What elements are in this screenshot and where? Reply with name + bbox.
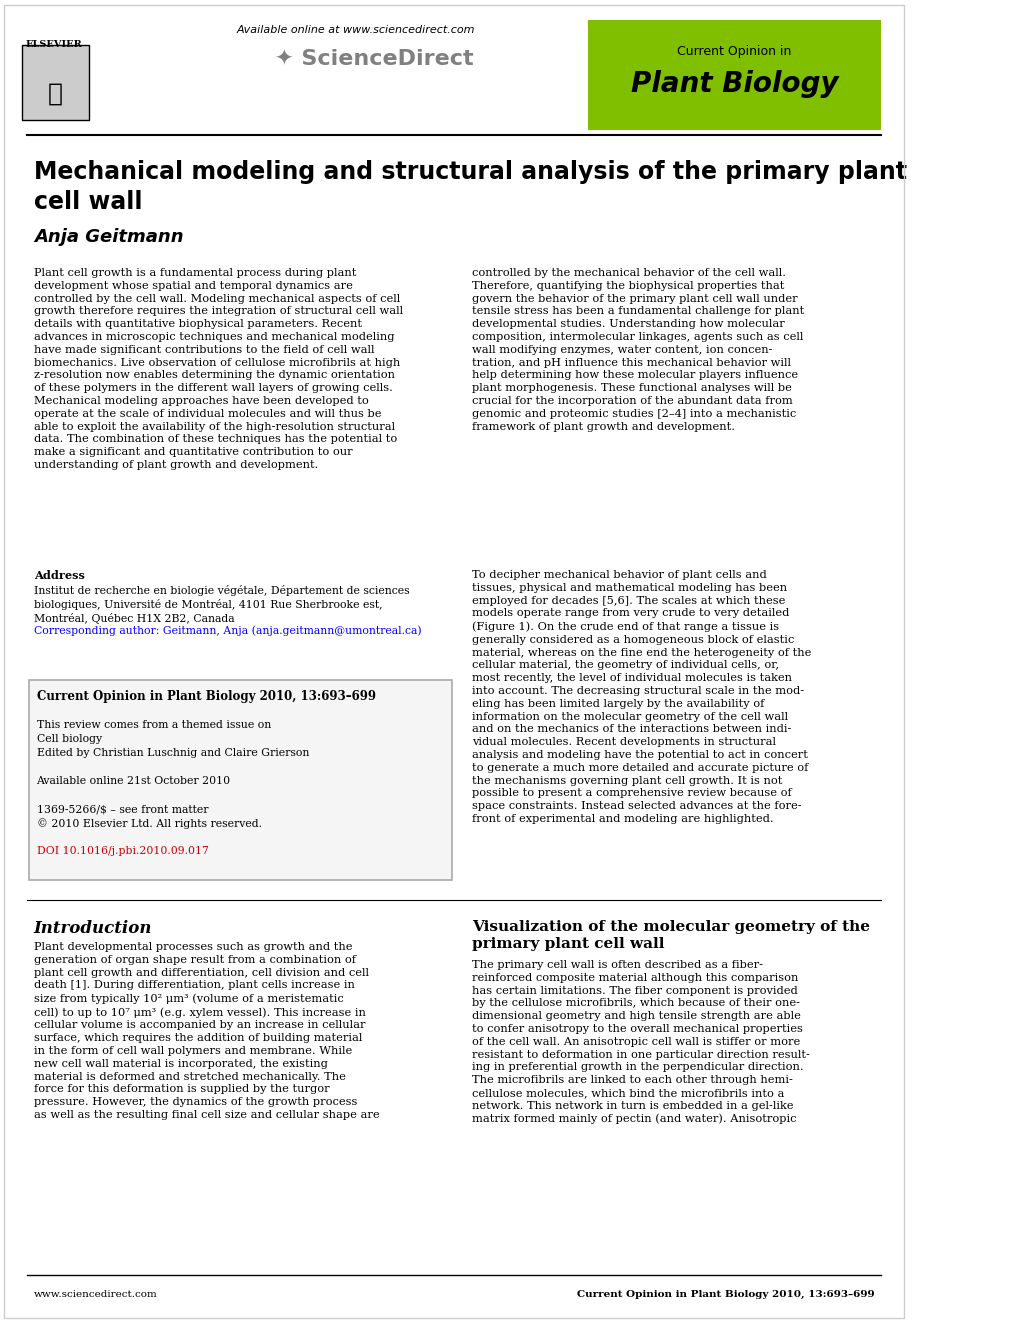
Text: Current Opinion in Plant Biology 2010, 13:693–699: Current Opinion in Plant Biology 2010, 1…: [37, 691, 375, 703]
Text: Visualization of the molecular geometry of the
primary plant cell wall: Visualization of the molecular geometry …: [472, 919, 869, 951]
Text: DOI 10.1016/j.pbi.2010.09.017: DOI 10.1016/j.pbi.2010.09.017: [37, 845, 208, 856]
Text: ELSEVIER: ELSEVIER: [25, 40, 82, 49]
Text: To decipher mechanical behavior of plant cells and
tissues, physical and mathema: To decipher mechanical behavior of plant…: [472, 570, 810, 824]
Text: Available online at www.sciencedirect.com: Available online at www.sciencedirect.co…: [236, 25, 475, 34]
Text: Plant cell growth is a fundamental process during plant
development whose spatia: Plant cell growth is a fundamental proce…: [34, 269, 403, 470]
Text: Institut de recherche en biologie végétale, Département de sciences
biologiques,: Institut de recherche en biologie végéta…: [34, 585, 409, 624]
Text: Plant Biology: Plant Biology: [630, 70, 838, 98]
Text: Mechanical modeling and structural analysis of the primary plant
cell wall: Mechanical modeling and structural analy…: [34, 160, 906, 214]
Text: Corresponding author: Geitmann, Anja (anja.geitmann@umontreal.ca): Corresponding author: Geitmann, Anja (an…: [34, 624, 421, 635]
Text: Current Opinion in: Current Opinion in: [677, 45, 791, 58]
Text: Edited by Christian Luschnig and Claire Grierson: Edited by Christian Luschnig and Claire …: [37, 747, 309, 758]
Text: 1369-5266/$ – see front matter: 1369-5266/$ – see front matter: [37, 804, 208, 814]
Text: The primary cell wall is often described as a fiber-
reinforced composite materi: The primary cell wall is often described…: [472, 960, 809, 1125]
Text: Introduction: Introduction: [34, 919, 152, 937]
Text: ✦ ScienceDirect: ✦ ScienceDirect: [274, 50, 473, 70]
Text: 🌳: 🌳: [48, 82, 62, 106]
Bar: [587, 20, 880, 130]
Text: Cell biology: Cell biology: [37, 734, 102, 744]
Text: www.sciencedirect.com: www.sciencedirect.com: [34, 1290, 157, 1299]
Text: Plant developmental processes such as growth and the
generation of organ shape r: Plant developmental processes such as gr…: [34, 942, 379, 1119]
Text: Address: Address: [34, 570, 85, 581]
Text: Current Opinion in Plant Biology 2010, 13:693–699: Current Opinion in Plant Biology 2010, 1…: [576, 1290, 873, 1299]
Text: This review comes from a themed issue on: This review comes from a themed issue on: [37, 720, 270, 730]
Text: © 2010 Elsevier Ltd. All rights reserved.: © 2010 Elsevier Ltd. All rights reserved…: [37, 818, 261, 828]
Bar: [22, 45, 89, 120]
Text: Anja Geitmann: Anja Geitmann: [34, 228, 183, 246]
Bar: [30, 680, 451, 880]
Text: Available online 21st October 2010: Available online 21st October 2010: [37, 777, 230, 786]
Text: controlled by the mechanical behavior of the cell wall.
Therefore, quantifying t: controlled by the mechanical behavior of…: [472, 269, 803, 431]
